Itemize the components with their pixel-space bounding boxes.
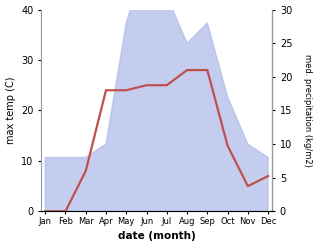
X-axis label: date (month): date (month) bbox=[118, 231, 196, 242]
Y-axis label: med. precipitation (kg/m2): med. precipitation (kg/m2) bbox=[303, 54, 313, 167]
Y-axis label: max temp (C): max temp (C) bbox=[5, 77, 16, 144]
